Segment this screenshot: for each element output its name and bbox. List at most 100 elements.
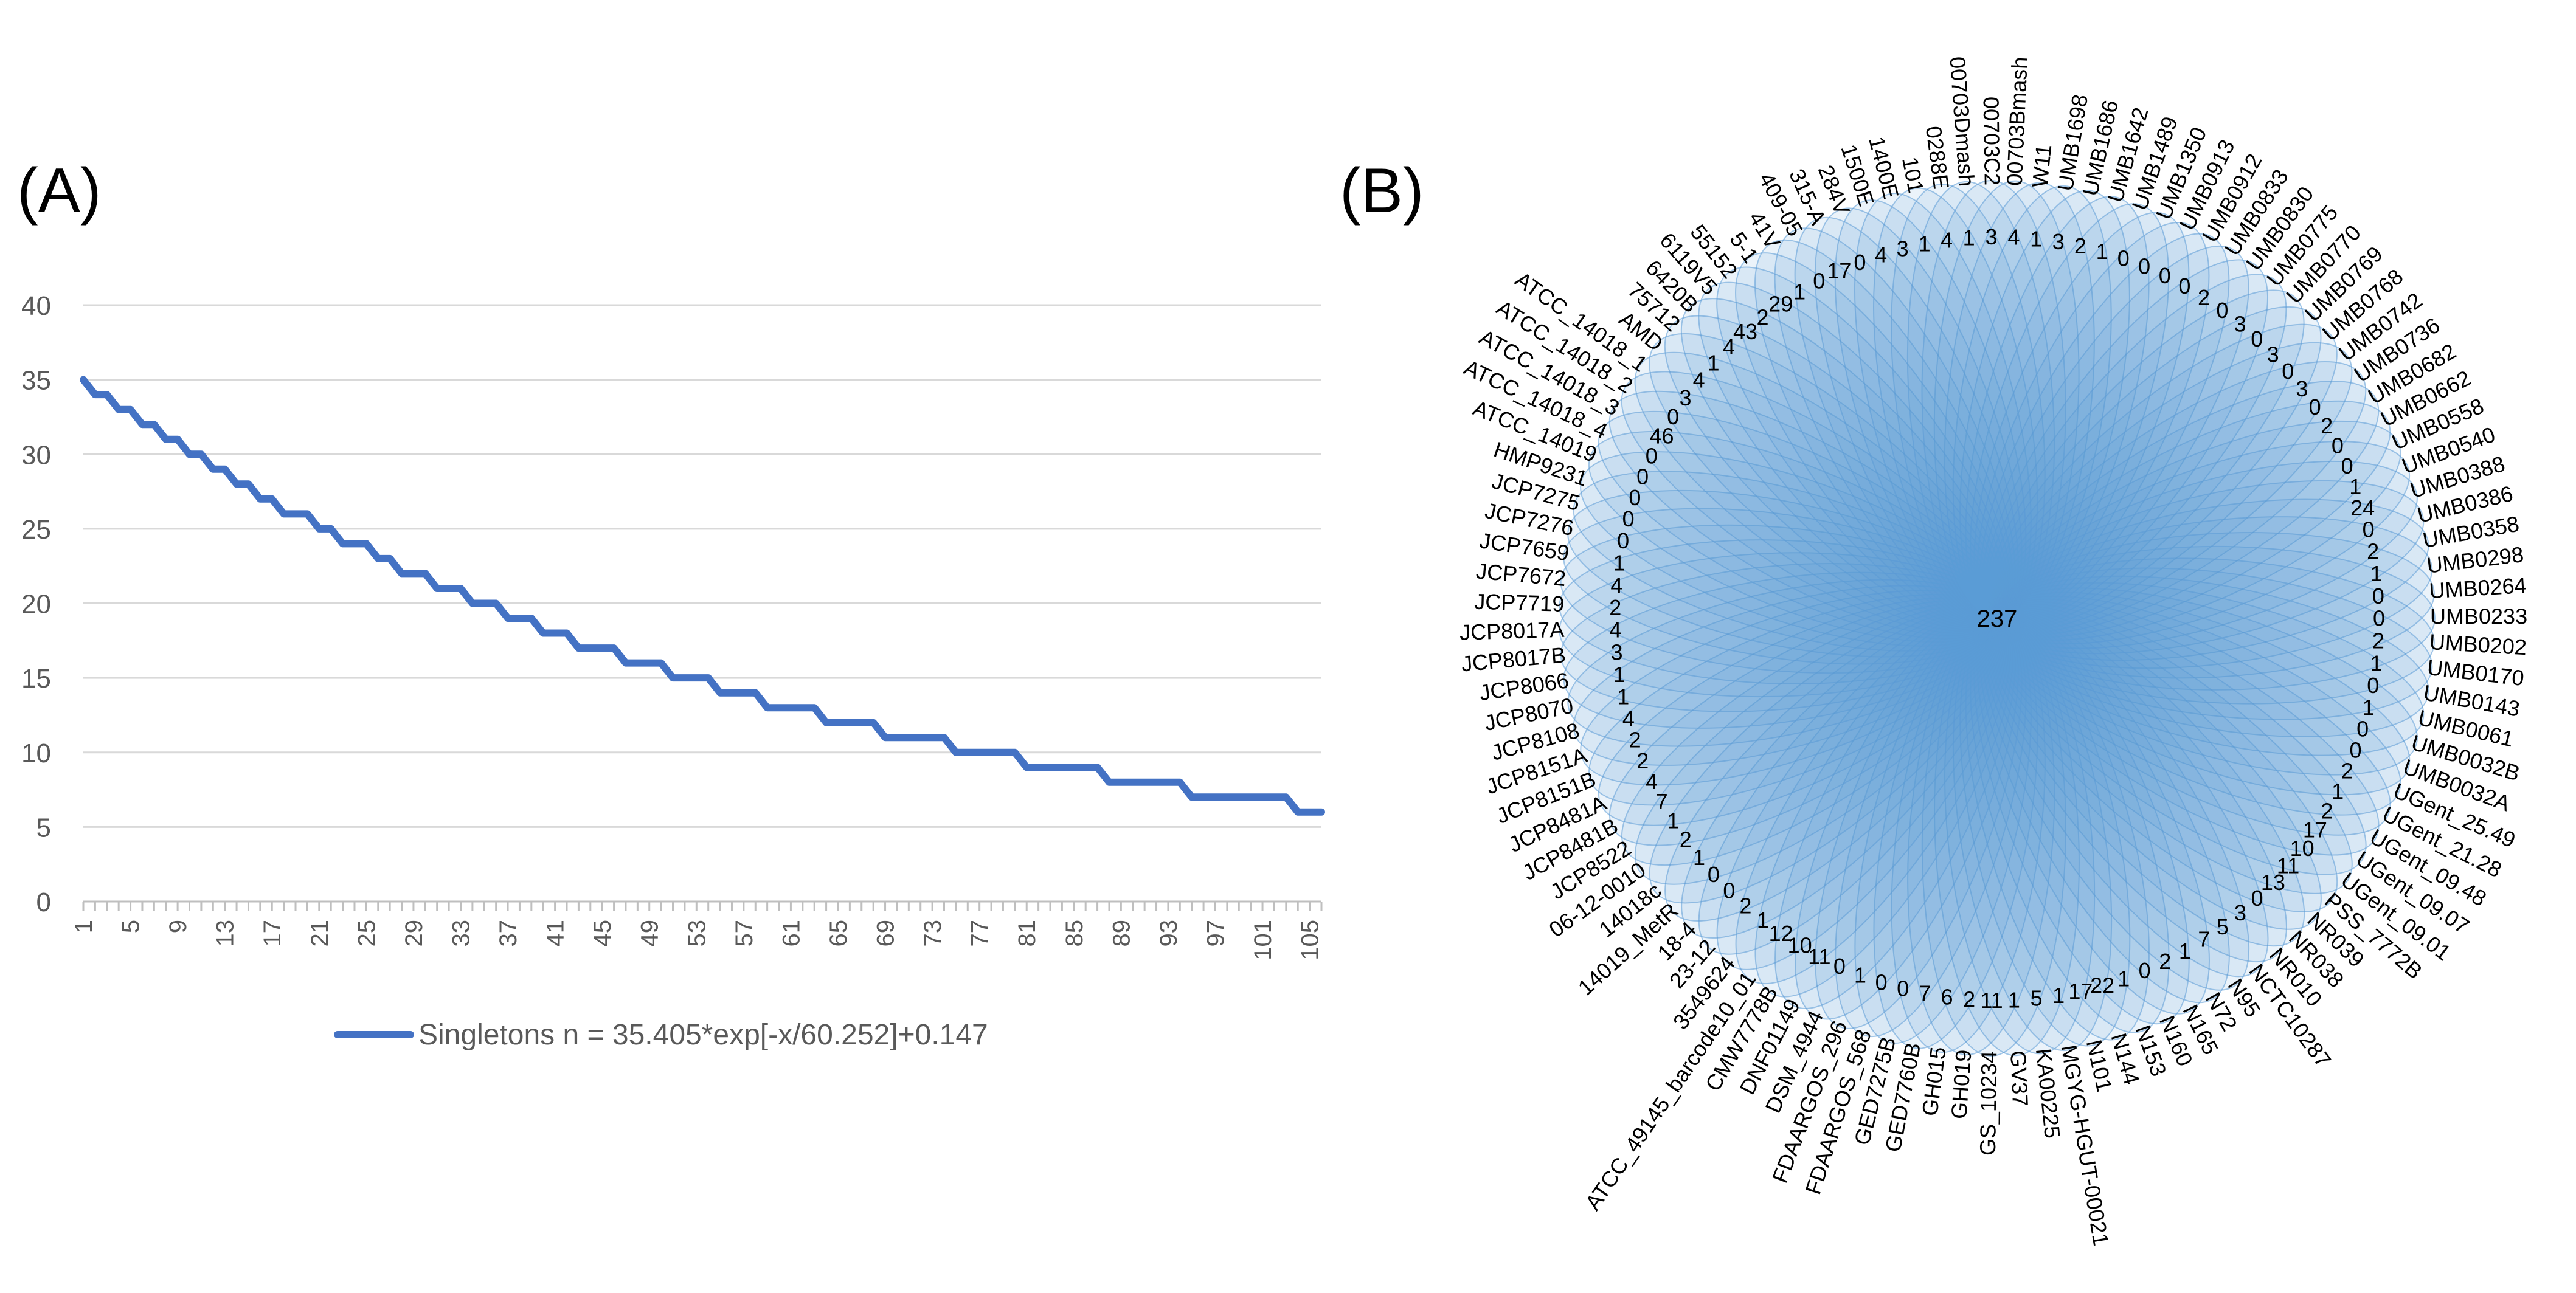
petal-value: 2 [1756, 305, 1768, 329]
petal-value: 11 [1808, 944, 1830, 969]
petal-value: 24 [2350, 495, 2375, 520]
x-tick-label: 105 [1297, 920, 1324, 960]
petal-value: 0 [2282, 359, 2294, 384]
petal-value: 3 [1679, 385, 1691, 410]
petal-value: 10 [2290, 836, 2315, 861]
petal-value: 1 [1613, 550, 1626, 575]
x-tick-label: 69 [873, 920, 899, 947]
petal-label: GS_10234 [1975, 1051, 2001, 1156]
petal-value: 1 [2052, 983, 2065, 1008]
y-tick-label: 30 [21, 440, 51, 470]
petal-value: 7 [1656, 789, 1668, 814]
petal-label: W11 [2027, 143, 2056, 188]
legend: Singletons n = 35.405*exp[-x/60.252]+0.1… [334, 1019, 988, 1051]
x-tick-label: 21 [306, 920, 333, 947]
petal-value: 2 [1963, 987, 1975, 1012]
petal-value: 3 [1610, 640, 1622, 665]
petal-value: 0 [1646, 444, 1658, 469]
x-tick-label: 1 [71, 920, 97, 933]
petal-value: 43 [1733, 319, 1757, 344]
petal-value: 4 [1941, 228, 1953, 253]
petal-value: 0 [2139, 958, 2151, 983]
x-tick-label: 65 [825, 920, 852, 947]
petal-value: 0 [2349, 738, 2361, 763]
flower-diagram-b: 4 1 3 2 1 0 0 0 0 2030303020012402100210100212171… [1459, 56, 2528, 1248]
petal-value: 0 [2159, 263, 2171, 288]
petal-value: 0 [1897, 976, 1909, 1001]
series-line [80, 376, 1325, 816]
petal-value: 17 [2303, 818, 2327, 843]
petal-value: 0 [1723, 878, 1735, 903]
petal-value: 2 [2321, 798, 2333, 823]
y-tick-labels: 0 5 10 15 20 25 30 35 40 [21, 291, 51, 917]
petal-value: 3 [2234, 900, 2246, 925]
petal-value: 0 [1813, 268, 1825, 293]
petal-value: 1 [1919, 232, 1931, 257]
petal-value: 0 [1708, 862, 1720, 887]
petal-label: UMB0233 [2430, 604, 2527, 629]
petal-value: 1 [1854, 962, 1866, 987]
petal-value: 0 [1629, 485, 1641, 510]
petal-value: 2 [2321, 413, 2333, 438]
petal-value: 0 [2251, 326, 2263, 351]
x-tick-label: 57 [731, 920, 758, 947]
petal-label: UMB0264 [2428, 573, 2527, 603]
petal-value: 4 [1693, 368, 1705, 393]
petal-value: 4 [2007, 225, 2020, 250]
x-tick-label: 49 [637, 920, 663, 947]
petal-value: 1 [2370, 561, 2383, 586]
petal-value: 0 [2341, 453, 2353, 478]
petal-value: 17 [1827, 258, 1851, 283]
petal-value: 4 [1875, 243, 1887, 267]
petal-value: 12 [1769, 921, 1793, 946]
petal-value: 0 [2251, 886, 2263, 911]
petal-value: 1 [2363, 695, 2375, 720]
petal-label: GV37 [2006, 1050, 2033, 1107]
petal-value: 1 [1707, 351, 1719, 376]
grid-lines [83, 304, 1321, 903]
petal-value: 0 [1636, 464, 1649, 489]
petal [1921, 180, 2066, 619]
x-tick-label: 81 [1014, 920, 1040, 947]
y-tick-label: 20 [21, 590, 51, 619]
petal-value: 5 [2217, 914, 2229, 939]
x-tick-label: 85 [1061, 920, 1088, 947]
petal-value: 1 [1757, 908, 1769, 933]
petal-value: 46 [1649, 424, 1674, 449]
petal-value: 2 [1609, 595, 1621, 620]
petal-value: 0 [2332, 433, 2344, 458]
petal-value: 0 [2178, 274, 2190, 298]
petal-value: 0 [2367, 673, 2379, 698]
petal-value: 13 [2261, 870, 2285, 895]
petal-value: 5 [2031, 986, 2043, 1011]
x-tick-label: 93 [1155, 920, 1182, 947]
petal-value: 2 [1636, 748, 1649, 773]
petal-value: 29 [1768, 292, 1793, 317]
x-tick-label: 33 [448, 920, 474, 947]
x-tick-label: 97 [1202, 920, 1229, 947]
x-tick-label: 89 [1108, 920, 1135, 947]
petal-value: 4 [1646, 769, 1658, 794]
petal-value: 2 [1739, 894, 1751, 919]
petal-value: 2 [2372, 629, 2384, 653]
petal-value: 0 [1622, 506, 1635, 531]
petal-value: 10 [1788, 933, 1812, 958]
petal-value: 11 [1980, 988, 2003, 1013]
petal-value: 6 [1941, 985, 1953, 1010]
petal-value: 0 [2309, 395, 2321, 419]
y-tick-label: 15 [21, 664, 51, 694]
petal-value: 2 [1629, 728, 1641, 753]
y-tick-label: 25 [21, 515, 51, 545]
petal-value: 17 [2068, 979, 2093, 1004]
legend-label: Singletons n = 35.405*exp[-x/60.252]+0.1… [418, 1019, 988, 1051]
x-tick-label: 101 [1250, 920, 1276, 960]
x-axis: 1 5 9 13 17 21 25 29 33 37 41 45 49 53 57 61 65 69 73 77 81 8… [71, 902, 1324, 960]
petal-value: 0 [1667, 404, 1679, 429]
petal-value: 0 [2372, 584, 2384, 609]
petal-value: 1 [2349, 474, 2361, 499]
center-value: 237 [1977, 605, 2018, 632]
petal-value: 4 [1723, 334, 1735, 359]
petal-value: 3 [1985, 224, 1997, 249]
petal-value: 2 [2341, 759, 2353, 784]
petal-label: JCP7719 [1474, 589, 1565, 616]
